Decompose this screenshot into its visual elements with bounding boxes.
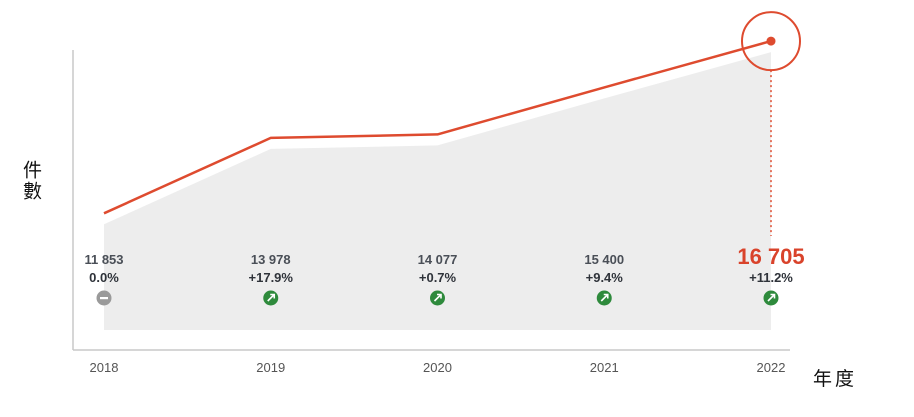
trend-flat-icon (97, 291, 112, 306)
trend-up-icon (263, 291, 278, 306)
area-fill (104, 52, 771, 330)
x-axis-label: 年度 (813, 364, 857, 391)
x-tick-2019: 2019 (256, 360, 285, 375)
x-tick-2018: 2018 (90, 360, 119, 375)
change-label-2018: 0.0% (89, 270, 119, 285)
x-tick-2020: 2020 (423, 360, 452, 375)
change-label-2020: +0.7% (419, 270, 457, 285)
trend-up-icon (597, 291, 612, 306)
y-axis-label: 件數 (22, 160, 44, 202)
change-label-2019: +17.9% (249, 270, 294, 285)
highlight-point (767, 37, 776, 46)
trend-up-icon (430, 291, 445, 306)
value-label-2018: 11 853 (84, 252, 123, 267)
x-tick-2022: 2022 (757, 360, 786, 375)
value-label-2022: 16 705 (737, 244, 804, 269)
value-label-2021: 15 400 (584, 252, 624, 267)
x-tick-2021: 2021 (590, 360, 619, 375)
line-chart: 11 853 0.0% 2018 13 978 +17.9% 2019 14 077 +0.7… (0, 0, 914, 417)
trend-up-icon (764, 291, 779, 306)
change-label-2022: +11.2% (749, 270, 793, 285)
change-label-2021: +9.4% (586, 270, 624, 285)
value-label-2020: 14 077 (418, 252, 458, 267)
value-label-2019: 13 978 (251, 252, 291, 267)
